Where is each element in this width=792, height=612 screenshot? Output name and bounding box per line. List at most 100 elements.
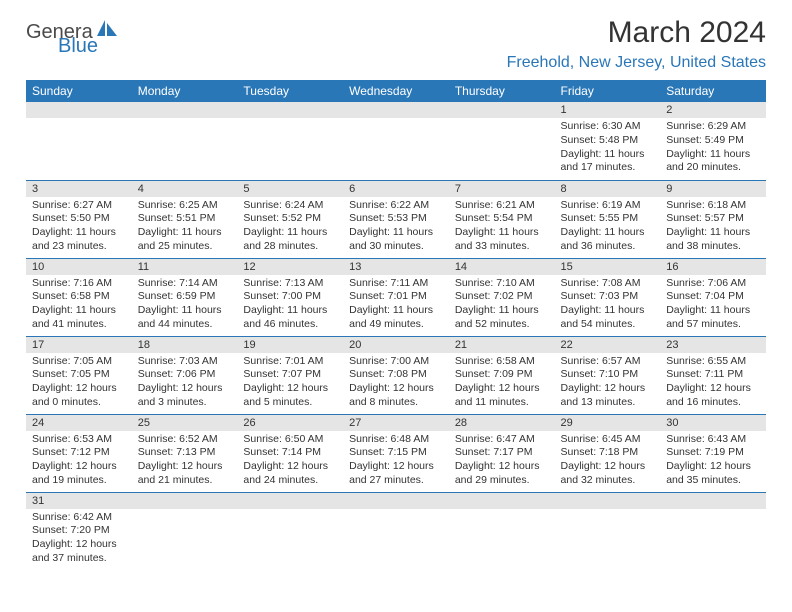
sunrise-line: Sunrise: 6:21 AM bbox=[455, 199, 549, 213]
calendar-week-row: 3Sunrise: 6:27 AMSunset: 5:50 PMDaylight… bbox=[26, 180, 766, 258]
day-number-empty bbox=[26, 102, 132, 118]
calendar-cell: 7Sunrise: 6:21 AMSunset: 5:54 PMDaylight… bbox=[449, 180, 555, 258]
day-content: Sunrise: 6:19 AMSunset: 5:55 PMDaylight:… bbox=[555, 197, 661, 258]
sunrise-line: Sunrise: 7:13 AM bbox=[243, 277, 337, 291]
sunrise-line: Sunrise: 6:45 AM bbox=[561, 433, 655, 447]
day-number: 19 bbox=[237, 337, 343, 353]
daylight-line: Daylight: 12 hours and 16 minutes. bbox=[666, 382, 760, 409]
calendar-cell bbox=[555, 492, 661, 569]
sunrise-line: Sunrise: 6:25 AM bbox=[138, 199, 232, 213]
day-number-empty bbox=[132, 102, 238, 118]
weekday-header: Tuesday bbox=[237, 80, 343, 102]
daylight-line: Daylight: 11 hours and 52 minutes. bbox=[455, 304, 549, 331]
sunrise-line: Sunrise: 6:58 AM bbox=[455, 355, 549, 369]
day-content: Sunrise: 7:05 AMSunset: 7:05 PMDaylight:… bbox=[26, 353, 132, 414]
daylight-line: Daylight: 12 hours and 32 minutes. bbox=[561, 460, 655, 487]
sunset-line: Sunset: 5:57 PM bbox=[666, 212, 760, 226]
daylight-line: Daylight: 12 hours and 29 minutes. bbox=[455, 460, 549, 487]
day-content: Sunrise: 6:42 AMSunset: 7:20 PMDaylight:… bbox=[26, 509, 132, 570]
day-number: 15 bbox=[555, 259, 661, 275]
daylight-line: Daylight: 11 hours and 44 minutes. bbox=[138, 304, 232, 331]
calendar-cell bbox=[449, 492, 555, 569]
logo: Genera Blue bbox=[26, 22, 119, 56]
sunset-line: Sunset: 6:58 PM bbox=[32, 290, 126, 304]
sunrise-line: Sunrise: 6:30 AM bbox=[561, 120, 655, 134]
sunrise-line: Sunrise: 7:05 AM bbox=[32, 355, 126, 369]
sunrise-line: Sunrise: 6:50 AM bbox=[243, 433, 337, 447]
sunrise-line: Sunrise: 6:52 AM bbox=[138, 433, 232, 447]
sunset-line: Sunset: 5:55 PM bbox=[561, 212, 655, 226]
sunrise-line: Sunrise: 6:48 AM bbox=[349, 433, 443, 447]
sunset-line: Sunset: 7:20 PM bbox=[32, 524, 126, 538]
day-content: Sunrise: 6:58 AMSunset: 7:09 PMDaylight:… bbox=[449, 353, 555, 414]
day-number-empty bbox=[343, 102, 449, 118]
day-number: 10 bbox=[26, 259, 132, 275]
calendar-cell bbox=[237, 102, 343, 180]
day-number: 23 bbox=[660, 337, 766, 353]
daylight-line: Daylight: 12 hours and 37 minutes. bbox=[32, 538, 126, 565]
sunrise-line: Sunrise: 6:57 AM bbox=[561, 355, 655, 369]
calendar-cell: 26Sunrise: 6:50 AMSunset: 7:14 PMDayligh… bbox=[237, 414, 343, 492]
day-content: Sunrise: 7:14 AMSunset: 6:59 PMDaylight:… bbox=[132, 275, 238, 336]
calendar-cell: 11Sunrise: 7:14 AMSunset: 6:59 PMDayligh… bbox=[132, 258, 238, 336]
daylight-line: Daylight: 12 hours and 21 minutes. bbox=[138, 460, 232, 487]
sunset-line: Sunset: 7:19 PM bbox=[666, 446, 760, 460]
daylight-line: Daylight: 11 hours and 20 minutes. bbox=[666, 148, 760, 175]
weekday-header: Friday bbox=[555, 80, 661, 102]
daylight-line: Daylight: 11 hours and 38 minutes. bbox=[666, 226, 760, 253]
sunrise-line: Sunrise: 6:29 AM bbox=[666, 120, 760, 134]
day-content: Sunrise: 6:48 AMSunset: 7:15 PMDaylight:… bbox=[343, 431, 449, 492]
day-content: Sunrise: 6:57 AMSunset: 7:10 PMDaylight:… bbox=[555, 353, 661, 414]
sunrise-line: Sunrise: 6:27 AM bbox=[32, 199, 126, 213]
calendar-cell bbox=[26, 102, 132, 180]
day-content: Sunrise: 6:47 AMSunset: 7:17 PMDaylight:… bbox=[449, 431, 555, 492]
day-content: Sunrise: 6:43 AMSunset: 7:19 PMDaylight:… bbox=[660, 431, 766, 492]
day-content: Sunrise: 7:16 AMSunset: 6:58 PMDaylight:… bbox=[26, 275, 132, 336]
day-number: 18 bbox=[132, 337, 238, 353]
day-number: 1 bbox=[555, 102, 661, 118]
day-content: Sunrise: 7:03 AMSunset: 7:06 PMDaylight:… bbox=[132, 353, 238, 414]
sunset-line: Sunset: 7:04 PM bbox=[666, 290, 760, 304]
sunset-line: Sunset: 7:10 PM bbox=[561, 368, 655, 382]
day-number: 29 bbox=[555, 415, 661, 431]
calendar-cell: 2Sunrise: 6:29 AMSunset: 5:49 PMDaylight… bbox=[660, 102, 766, 180]
sunset-line: Sunset: 7:13 PM bbox=[138, 446, 232, 460]
day-content: Sunrise: 6:22 AMSunset: 5:53 PMDaylight:… bbox=[343, 197, 449, 258]
calendar-cell bbox=[449, 102, 555, 180]
sunrise-line: Sunrise: 7:00 AM bbox=[349, 355, 443, 369]
sunset-line: Sunset: 7:12 PM bbox=[32, 446, 126, 460]
day-number: 16 bbox=[660, 259, 766, 275]
daylight-line: Daylight: 12 hours and 35 minutes. bbox=[666, 460, 760, 487]
sunrise-line: Sunrise: 7:03 AM bbox=[138, 355, 232, 369]
day-number: 31 bbox=[26, 493, 132, 509]
calendar-cell: 20Sunrise: 7:00 AMSunset: 7:08 PMDayligh… bbox=[343, 336, 449, 414]
day-content: Sunrise: 6:52 AMSunset: 7:13 PMDaylight:… bbox=[132, 431, 238, 492]
daylight-line: Daylight: 11 hours and 23 minutes. bbox=[32, 226, 126, 253]
calendar-cell bbox=[237, 492, 343, 569]
sunset-line: Sunset: 5:52 PM bbox=[243, 212, 337, 226]
day-number: 12 bbox=[237, 259, 343, 275]
day-content: Sunrise: 6:30 AMSunset: 5:48 PMDaylight:… bbox=[555, 118, 661, 179]
calendar-cell: 4Sunrise: 6:25 AMSunset: 5:51 PMDaylight… bbox=[132, 180, 238, 258]
calendar-cell: 3Sunrise: 6:27 AMSunset: 5:50 PMDaylight… bbox=[26, 180, 132, 258]
daylight-line: Daylight: 11 hours and 57 minutes. bbox=[666, 304, 760, 331]
day-number: 22 bbox=[555, 337, 661, 353]
sunset-line: Sunset: 5:51 PM bbox=[138, 212, 232, 226]
sunrise-line: Sunrise: 7:11 AM bbox=[349, 277, 443, 291]
sunrise-line: Sunrise: 7:06 AM bbox=[666, 277, 760, 291]
day-number-empty bbox=[449, 102, 555, 118]
day-content: Sunrise: 6:25 AMSunset: 5:51 PMDaylight:… bbox=[132, 197, 238, 258]
calendar-cell: 8Sunrise: 6:19 AMSunset: 5:55 PMDaylight… bbox=[555, 180, 661, 258]
daylight-line: Daylight: 12 hours and 19 minutes. bbox=[32, 460, 126, 487]
sunset-line: Sunset: 7:08 PM bbox=[349, 368, 443, 382]
daylight-line: Daylight: 11 hours and 28 minutes. bbox=[243, 226, 337, 253]
sunset-line: Sunset: 7:00 PM bbox=[243, 290, 337, 304]
sunset-line: Sunset: 7:09 PM bbox=[455, 368, 549, 382]
daylight-line: Daylight: 11 hours and 46 minutes. bbox=[243, 304, 337, 331]
day-number: 17 bbox=[26, 337, 132, 353]
calendar-cell: 17Sunrise: 7:05 AMSunset: 7:05 PMDayligh… bbox=[26, 336, 132, 414]
weekday-header: Thursday bbox=[449, 80, 555, 102]
calendar-cell bbox=[343, 492, 449, 569]
calendar-week-row: 10Sunrise: 7:16 AMSunset: 6:58 PMDayligh… bbox=[26, 258, 766, 336]
day-content: Sunrise: 6:21 AMSunset: 5:54 PMDaylight:… bbox=[449, 197, 555, 258]
